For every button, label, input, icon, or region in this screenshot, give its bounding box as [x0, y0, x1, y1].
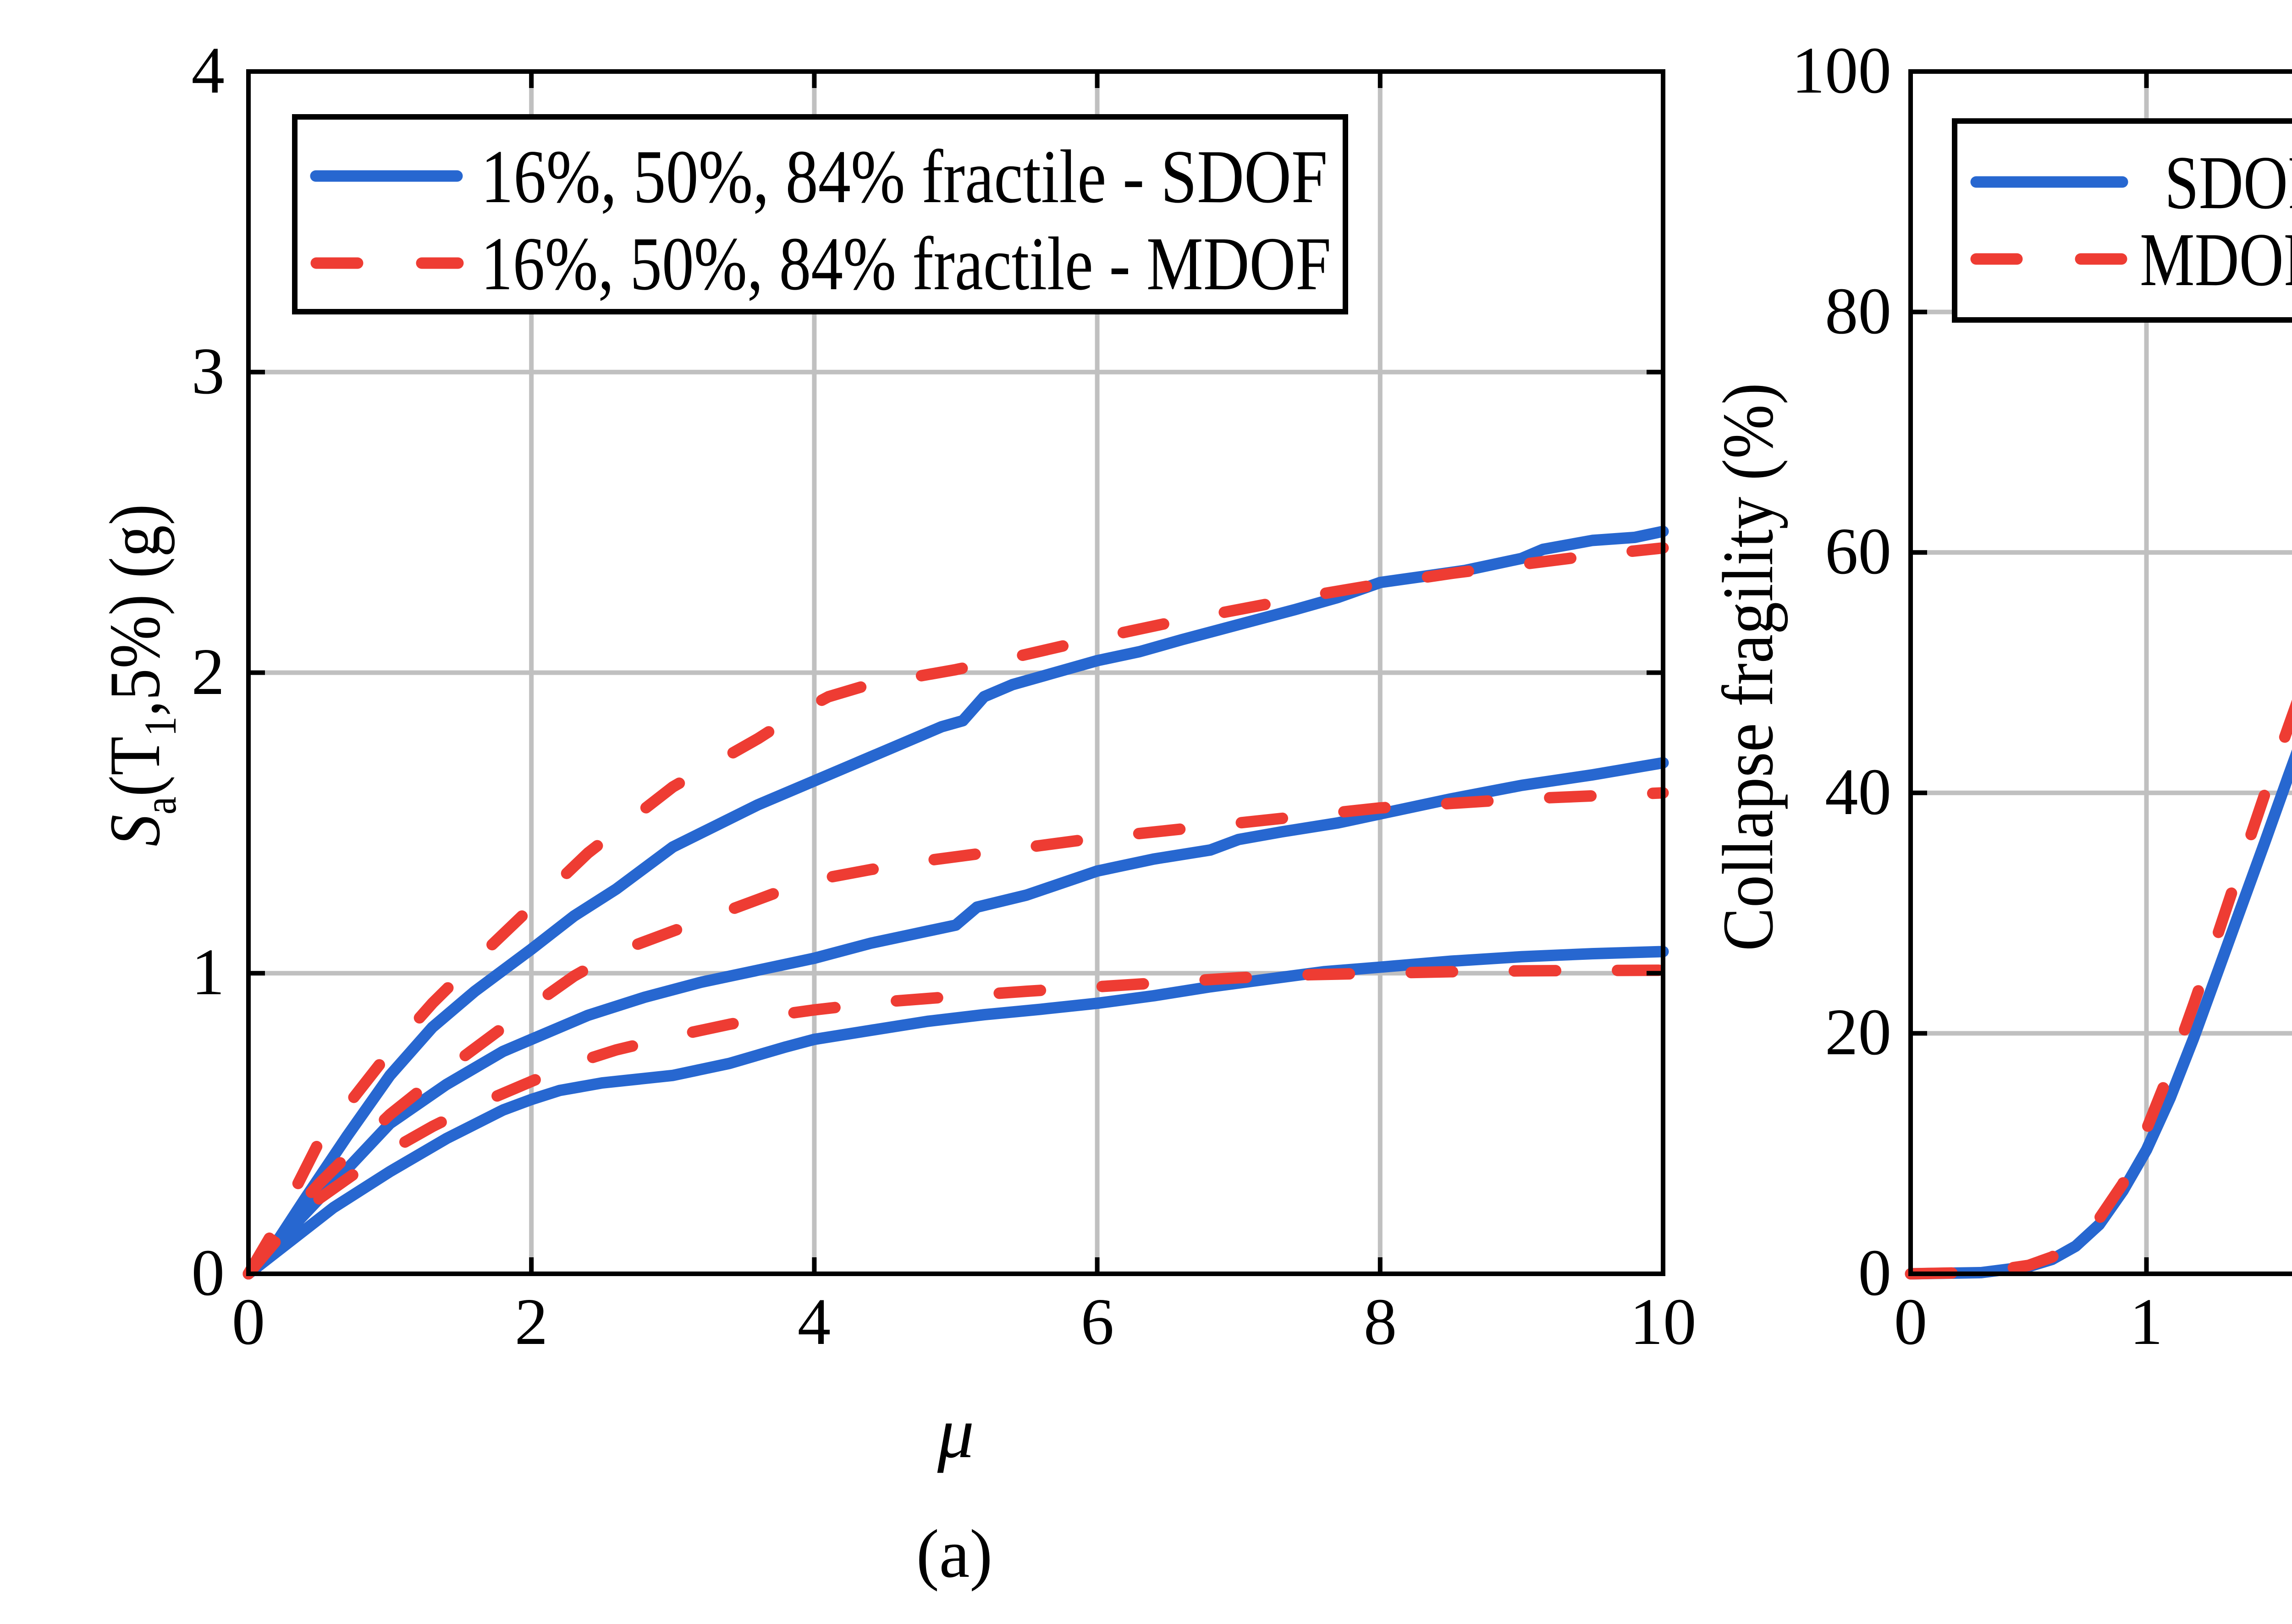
svg-text:4: 4	[798, 1285, 831, 1359]
svg-text:40: 40	[1825, 755, 1891, 829]
svg-text:0: 0	[192, 1236, 225, 1310]
svg-text:100: 100	[1792, 34, 1892, 107]
svg-text:1: 1	[2130, 1285, 2163, 1359]
svg-text:0: 0	[232, 1285, 265, 1359]
svg-text:8: 8	[1364, 1285, 1397, 1359]
svg-text:0: 0	[1858, 1236, 1892, 1310]
svg-text:μ: μ	[937, 1392, 974, 1473]
svg-text:Sa(T1,5%) (g): Sa(T1,5%) (g)	[95, 504, 186, 846]
svg-text:60: 60	[1825, 515, 1891, 588]
svg-text:3: 3	[192, 335, 225, 408]
svg-text:80: 80	[1825, 275, 1891, 348]
svg-text:MDOF: MDOF	[2140, 217, 2292, 302]
svg-text:4: 4	[192, 34, 225, 107]
svg-text:20: 20	[1825, 996, 1891, 1069]
svg-text:2: 2	[515, 1285, 548, 1359]
svg-text:1: 1	[192, 936, 225, 1009]
svg-text:Collapse fragility (%): Collapse fragility (%)	[1708, 383, 1788, 951]
svg-text:(a): (a)	[916, 1516, 992, 1592]
svg-text:16%, 50%, 84% fractile - MDOF: 16%, 50%, 84% fractile - MDOF	[481, 222, 1331, 306]
svg-text:16%, 50%, 84% fractile - SDOF: 16%, 50%, 84% fractile - SDOF	[481, 135, 1328, 219]
svg-text:10: 10	[1630, 1285, 1697, 1359]
svg-text:2: 2	[192, 635, 225, 709]
svg-text:6: 6	[1081, 1285, 1114, 1359]
svg-text:0: 0	[1894, 1285, 1928, 1359]
svg-text:SDOF: SDOF	[2165, 140, 2292, 225]
